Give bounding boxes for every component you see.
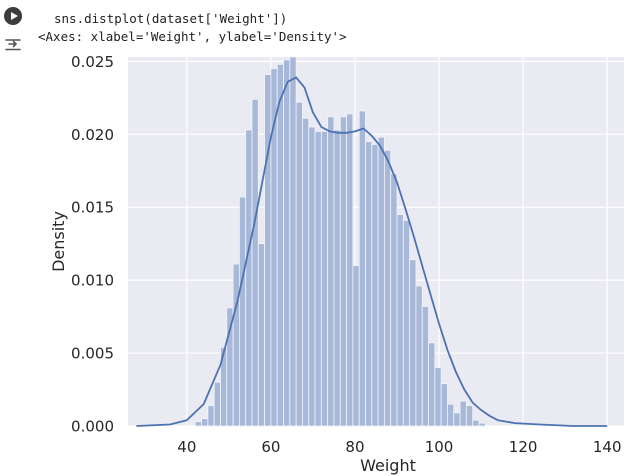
histogram-bar (314, 130, 322, 427)
histogram-bar (333, 129, 341, 427)
run-cell-button[interactable] (4, 7, 22, 25)
histogram-bar (472, 419, 480, 427)
histogram-bar (207, 405, 215, 427)
histogram-bar (352, 265, 360, 427)
x-axis-label: Weight (360, 456, 416, 475)
x-tick-label: 140 (593, 438, 622, 456)
x-tick-label: 120 (509, 438, 538, 456)
histogram-bar (276, 63, 284, 427)
histogram-bar (421, 306, 429, 427)
y-tick-label: 0.000 (71, 418, 114, 436)
histogram-bar (415, 285, 423, 427)
histogram-bar (308, 126, 316, 427)
histogram-bar (213, 381, 221, 427)
histogram-bar (257, 243, 266, 427)
histogram-bar (434, 367, 442, 427)
histogram-bar (447, 403, 455, 427)
histogram-bar (283, 59, 291, 427)
histogram-bar (194, 421, 202, 427)
histogram-bar (358, 110, 366, 427)
x-tick-label: 80 (345, 438, 364, 456)
cell-gutter (0, 0, 30, 60)
histogram-bar (390, 173, 398, 427)
histogram-bar (365, 141, 373, 427)
histogram-bar (251, 98, 259, 427)
y-tick-label: 0.015 (71, 199, 114, 217)
histogram-bar (232, 263, 240, 427)
y-tick-label: 0.020 (71, 126, 114, 144)
histogram-bar (320, 130, 329, 427)
histogram-bar (384, 149, 392, 427)
y-axis-label: Density (49, 211, 68, 272)
histogram-bar (453, 412, 461, 427)
histogram-bar (226, 307, 234, 427)
histogram-bar (264, 74, 272, 427)
histogram-bar (459, 400, 467, 427)
y-tick-label: 0.005 (71, 345, 114, 363)
output-toggle-icon[interactable] (4, 36, 22, 54)
histogram-bar (402, 219, 411, 427)
histogram-bar (339, 116, 347, 427)
histogram-bar (478, 422, 486, 427)
cell-output-text: <Axes: xlabel='Weight', ylabel='Density'… (38, 29, 347, 44)
histogram-bar (428, 342, 436, 427)
x-tick-label: 40 (177, 438, 196, 456)
x-tick-label: 100 (425, 438, 454, 456)
histogram-bar (440, 383, 448, 427)
histogram-bar (409, 259, 417, 427)
y-tick-label: 0.025 (71, 53, 114, 71)
histogram-bar (302, 117, 310, 427)
histogram-bar (346, 113, 354, 427)
histogram-bar (245, 129, 253, 427)
histogram-bar (377, 136, 385, 427)
y-tick-label: 0.010 (71, 272, 114, 290)
histogram-bar (238, 196, 247, 427)
histogram-bar (295, 101, 303, 427)
histogram-bar (465, 405, 474, 427)
code-cell-source[interactable]: sns.distplot(dataset['Weight']) (54, 11, 288, 26)
x-tick-label: 60 (261, 438, 280, 456)
histogram-bar (327, 116, 335, 427)
kde-curve (136, 76, 608, 427)
histogram-bar (396, 214, 404, 427)
histogram-bar (289, 56, 297, 427)
histogram-bars (194, 56, 486, 427)
histogram-bar (201, 418, 209, 427)
axis-ticks: 40 60 80 100 120 140 0.000 0.005 0.010 0.015 0.020… (71, 53, 621, 456)
histogram-bar (371, 144, 379, 427)
